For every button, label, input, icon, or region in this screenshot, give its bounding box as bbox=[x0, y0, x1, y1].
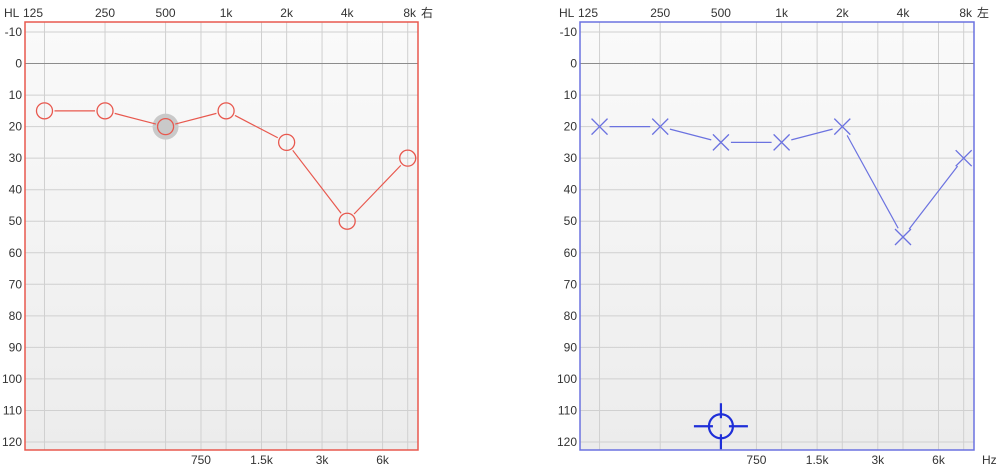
plot-area[interactable] bbox=[25, 22, 418, 450]
x-top-tick-label: 8k bbox=[959, 6, 973, 20]
threshold-marker-circle[interactable] bbox=[35, 102, 54, 120]
x-top-tick-label: 500 bbox=[711, 6, 731, 20]
threshold-marker-cross[interactable] bbox=[833, 118, 851, 136]
series-segment bbox=[292, 149, 342, 214]
crosshair-cursor-icon[interactable] bbox=[693, 403, 748, 450]
y-tick-label: 40 bbox=[564, 183, 578, 197]
y-tick-label: 30 bbox=[564, 151, 578, 165]
series-segment bbox=[669, 128, 712, 141]
x-top-tick-label: 125 bbox=[578, 6, 598, 20]
y-tick-label: 0 bbox=[570, 57, 577, 71]
plot-area[interactable] bbox=[580, 22, 974, 450]
threshold-marker-circle[interactable] bbox=[156, 117, 175, 136]
x-top-tick-label: 125 bbox=[23, 6, 43, 20]
y-tick-label: 90 bbox=[9, 340, 23, 354]
ear-label: 左 bbox=[977, 5, 989, 20]
y-tick-label: -10 bbox=[5, 25, 23, 39]
series-segment bbox=[234, 114, 279, 139]
threshold-marker-circle[interactable] bbox=[96, 102, 114, 120]
plot-frame bbox=[579, 21, 975, 451]
y-tick-label: 10 bbox=[564, 88, 578, 102]
left-ear-audiogram[interactable]: -10 0 10 20 30 40 50 60 70 80 90 100 110 120 125 250 500… bbox=[557, 5, 997, 467]
threshold-marker-circle[interactable] bbox=[217, 102, 235, 120]
threshold-marker-cross[interactable] bbox=[894, 228, 912, 246]
x-bottom-tick-label: 6k bbox=[932, 453, 946, 467]
x-bottom-tick-label: 750 bbox=[191, 453, 211, 467]
y-tick-label: 40 bbox=[9, 183, 23, 197]
plot-frame bbox=[24, 21, 419, 451]
x-bottom-tick-label: 3k bbox=[871, 453, 885, 467]
y-tick-label: 90 bbox=[564, 340, 578, 354]
y-tick-label: 110 bbox=[3, 403, 22, 417]
y-tick-label: 120 bbox=[557, 435, 577, 449]
y-tick-label: 50 bbox=[564, 214, 578, 228]
x-bottom-tick-label: 6k bbox=[376, 453, 390, 467]
hl-label: HL bbox=[4, 6, 20, 20]
selected-point-highlight[interactable] bbox=[152, 113, 179, 140]
threshold-marker-cross[interactable] bbox=[591, 118, 608, 136]
threshold-marker-cross[interactable] bbox=[712, 133, 730, 151]
y-tick-label: 20 bbox=[564, 120, 578, 134]
series-segment bbox=[353, 164, 402, 215]
x-top-tick-label: 2k bbox=[836, 6, 850, 20]
y-tick-label: 30 bbox=[9, 151, 23, 165]
x-top-tick-label: 4k bbox=[341, 6, 355, 20]
x-top-tick-label: 500 bbox=[156, 6, 176, 20]
x-top-tick-label: 2k bbox=[280, 6, 294, 20]
y-tick-label: 50 bbox=[9, 214, 23, 228]
x-bottom-tick-label: 1.5k bbox=[806, 453, 830, 467]
threshold-marker-circle[interactable] bbox=[338, 212, 356, 230]
x-top-tick-label: 250 bbox=[95, 6, 115, 20]
y-tick-label: 20 bbox=[9, 120, 23, 134]
threshold-marker-cross[interactable] bbox=[955, 149, 973, 167]
series-segment bbox=[791, 128, 833, 141]
series-segment bbox=[846, 135, 899, 229]
y-tick-label: 110 bbox=[558, 403, 577, 417]
x-bottom-tick-label: 1.5k bbox=[250, 453, 274, 467]
y-tick-label: 70 bbox=[564, 277, 578, 291]
x-top-tick-label: 250 bbox=[650, 6, 670, 20]
x-top-tick-label: 1k bbox=[220, 6, 234, 20]
y-tick-label: 80 bbox=[564, 309, 578, 323]
hz-label: Hz bbox=[982, 453, 997, 467]
hl-label: HL bbox=[559, 6, 575, 20]
ear-label: 右 bbox=[421, 5, 433, 20]
series-segment bbox=[114, 112, 157, 125]
y-tick-label: 100 bbox=[557, 372, 577, 386]
threshold-marker-circle[interactable] bbox=[399, 149, 417, 167]
x-bottom-tick-label: 3k bbox=[316, 453, 330, 467]
series-segment bbox=[175, 112, 217, 125]
y-tick-label: 100 bbox=[2, 372, 22, 386]
x-top-tick-label: 1k bbox=[775, 6, 789, 20]
y-tick-label: 80 bbox=[9, 309, 23, 323]
y-tick-label: 0 bbox=[15, 57, 22, 71]
x-bottom-tick-label: 750 bbox=[746, 453, 766, 467]
threshold-marker-circle[interactable] bbox=[277, 133, 296, 152]
series-segment bbox=[908, 165, 959, 230]
y-tick-label: 60 bbox=[564, 246, 578, 260]
y-tick-label: 120 bbox=[2, 435, 22, 449]
y-tick-label: 70 bbox=[9, 277, 23, 291]
right-ear-audiogram[interactable]: -10 0 10 20 30 40 50 60 70 80 90 100 110 120 125 250 500… bbox=[2, 5, 433, 467]
y-tick-label: -10 bbox=[560, 25, 578, 39]
y-tick-label: 10 bbox=[9, 88, 23, 102]
threshold-marker-cross[interactable] bbox=[773, 133, 791, 151]
x-top-tick-label: 8k bbox=[403, 6, 417, 20]
y-tick-label: 60 bbox=[9, 246, 23, 260]
threshold-marker-cross[interactable] bbox=[651, 118, 669, 136]
x-top-tick-label: 4k bbox=[897, 6, 911, 20]
